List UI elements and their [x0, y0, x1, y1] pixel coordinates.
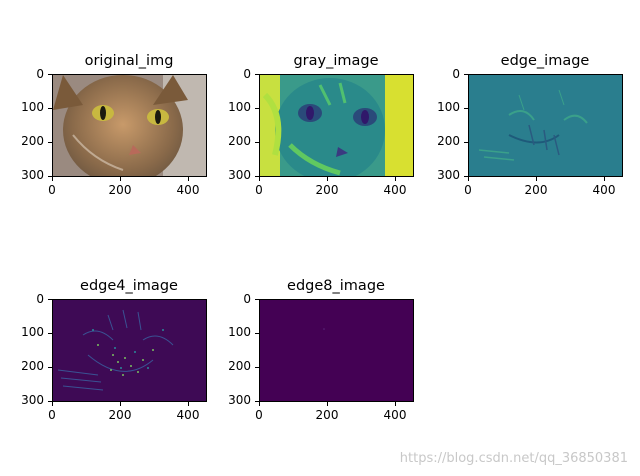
x-tick-mark — [120, 402, 121, 406]
x-tick-mark — [604, 177, 605, 181]
watermark-url: https://blog.csdn.net/qq_36850381 — [399, 451, 628, 466]
y-tick-label: 0 — [243, 292, 251, 306]
y-tick-mark — [48, 108, 52, 109]
y-tick-label: 200 — [228, 134, 251, 148]
y-tick-mark — [255, 367, 259, 368]
y-tick-mark — [464, 108, 468, 109]
y-tick-label: 200 — [437, 134, 460, 148]
y-tick-mark — [48, 74, 52, 75]
x-tick-label: 200 — [315, 408, 339, 422]
y-tick-mark — [255, 401, 259, 402]
y-tick-label: 100 — [21, 325, 44, 339]
y-tick-label: 100 — [437, 100, 460, 114]
image-edge4 — [52, 299, 207, 402]
x-tick-label: 200 — [108, 183, 132, 197]
panel-title: edge4_image — [80, 278, 178, 294]
panel-title: edge_image — [500, 53, 590, 69]
y-tick-label: 200 — [228, 359, 251, 373]
x-tick-mark — [395, 177, 396, 181]
x-tick-label: 400 — [383, 408, 407, 422]
y-tick-label: 300 — [21, 393, 44, 407]
x-tick-mark — [188, 177, 189, 181]
y-tick-mark — [48, 299, 52, 300]
x-tick-label: 0 — [48, 183, 56, 197]
panel-title: gray_image — [293, 53, 379, 69]
x-tick-label: 400 — [176, 183, 200, 197]
y-tick-mark — [255, 142, 259, 143]
y-tick-mark — [48, 401, 52, 402]
y-tick-label: 100 — [228, 100, 251, 114]
panel-title: original_img — [84, 53, 174, 69]
y-tick-mark — [255, 74, 259, 75]
y-tick-label: 200 — [21, 359, 44, 373]
x-tick-mark — [536, 177, 537, 181]
edge4-map-icon — [53, 300, 206, 401]
y-tick-label: 300 — [437, 168, 460, 182]
image-gray-cat — [259, 74, 414, 177]
panel-title: edge8_image — [287, 278, 385, 294]
y-tick-mark — [48, 142, 52, 143]
x-tick-label: 0 — [464, 183, 472, 197]
x-tick-label: 400 — [176, 408, 200, 422]
y-tick-mark — [255, 333, 259, 334]
y-tick-label: 0 — [243, 67, 251, 81]
y-tick-label: 300 — [228, 393, 251, 407]
y-tick-mark — [48, 367, 52, 368]
y-tick-label: 100 — [21, 100, 44, 114]
x-tick-mark — [327, 177, 328, 181]
x-tick-mark — [259, 177, 260, 181]
y-tick-label: 0 — [36, 67, 44, 81]
x-tick-mark — [327, 402, 328, 406]
x-tick-mark — [120, 177, 121, 181]
x-tick-label: 0 — [48, 408, 56, 422]
image-edge8 — [259, 299, 414, 402]
y-tick-label: 0 — [452, 67, 460, 81]
y-tick-label: 100 — [228, 325, 251, 339]
image-edge — [468, 74, 623, 177]
x-tick-label: 400 — [383, 183, 407, 197]
x-tick-mark — [52, 402, 53, 406]
x-tick-label: 400 — [592, 183, 616, 197]
x-tick-label: 0 — [255, 408, 263, 422]
x-tick-mark — [52, 177, 53, 181]
x-tick-mark — [395, 402, 396, 406]
y-tick-mark — [255, 299, 259, 300]
y-tick-mark — [255, 176, 259, 177]
y-tick-label: 0 — [36, 292, 44, 306]
y-tick-mark — [464, 176, 468, 177]
y-tick-label: 300 — [21, 168, 44, 182]
y-tick-mark — [464, 74, 468, 75]
image-original-cat — [52, 74, 207, 177]
edge-map-icon — [469, 75, 622, 176]
x-tick-mark — [468, 177, 469, 181]
y-tick-mark — [48, 333, 52, 334]
edge8-map-icon — [260, 300, 413, 401]
y-tick-label: 200 — [21, 134, 44, 148]
cat-viridis-icon — [260, 75, 413, 176]
cat-photo-icon — [53, 75, 206, 176]
x-tick-label: 200 — [524, 183, 548, 197]
x-tick-label: 200 — [108, 408, 132, 422]
x-tick-label: 200 — [315, 183, 339, 197]
y-tick-mark — [255, 108, 259, 109]
x-tick-label: 0 — [255, 183, 263, 197]
x-tick-mark — [188, 402, 189, 406]
y-tick-label: 300 — [228, 168, 251, 182]
y-tick-mark — [48, 176, 52, 177]
y-tick-mark — [464, 142, 468, 143]
x-tick-mark — [259, 402, 260, 406]
